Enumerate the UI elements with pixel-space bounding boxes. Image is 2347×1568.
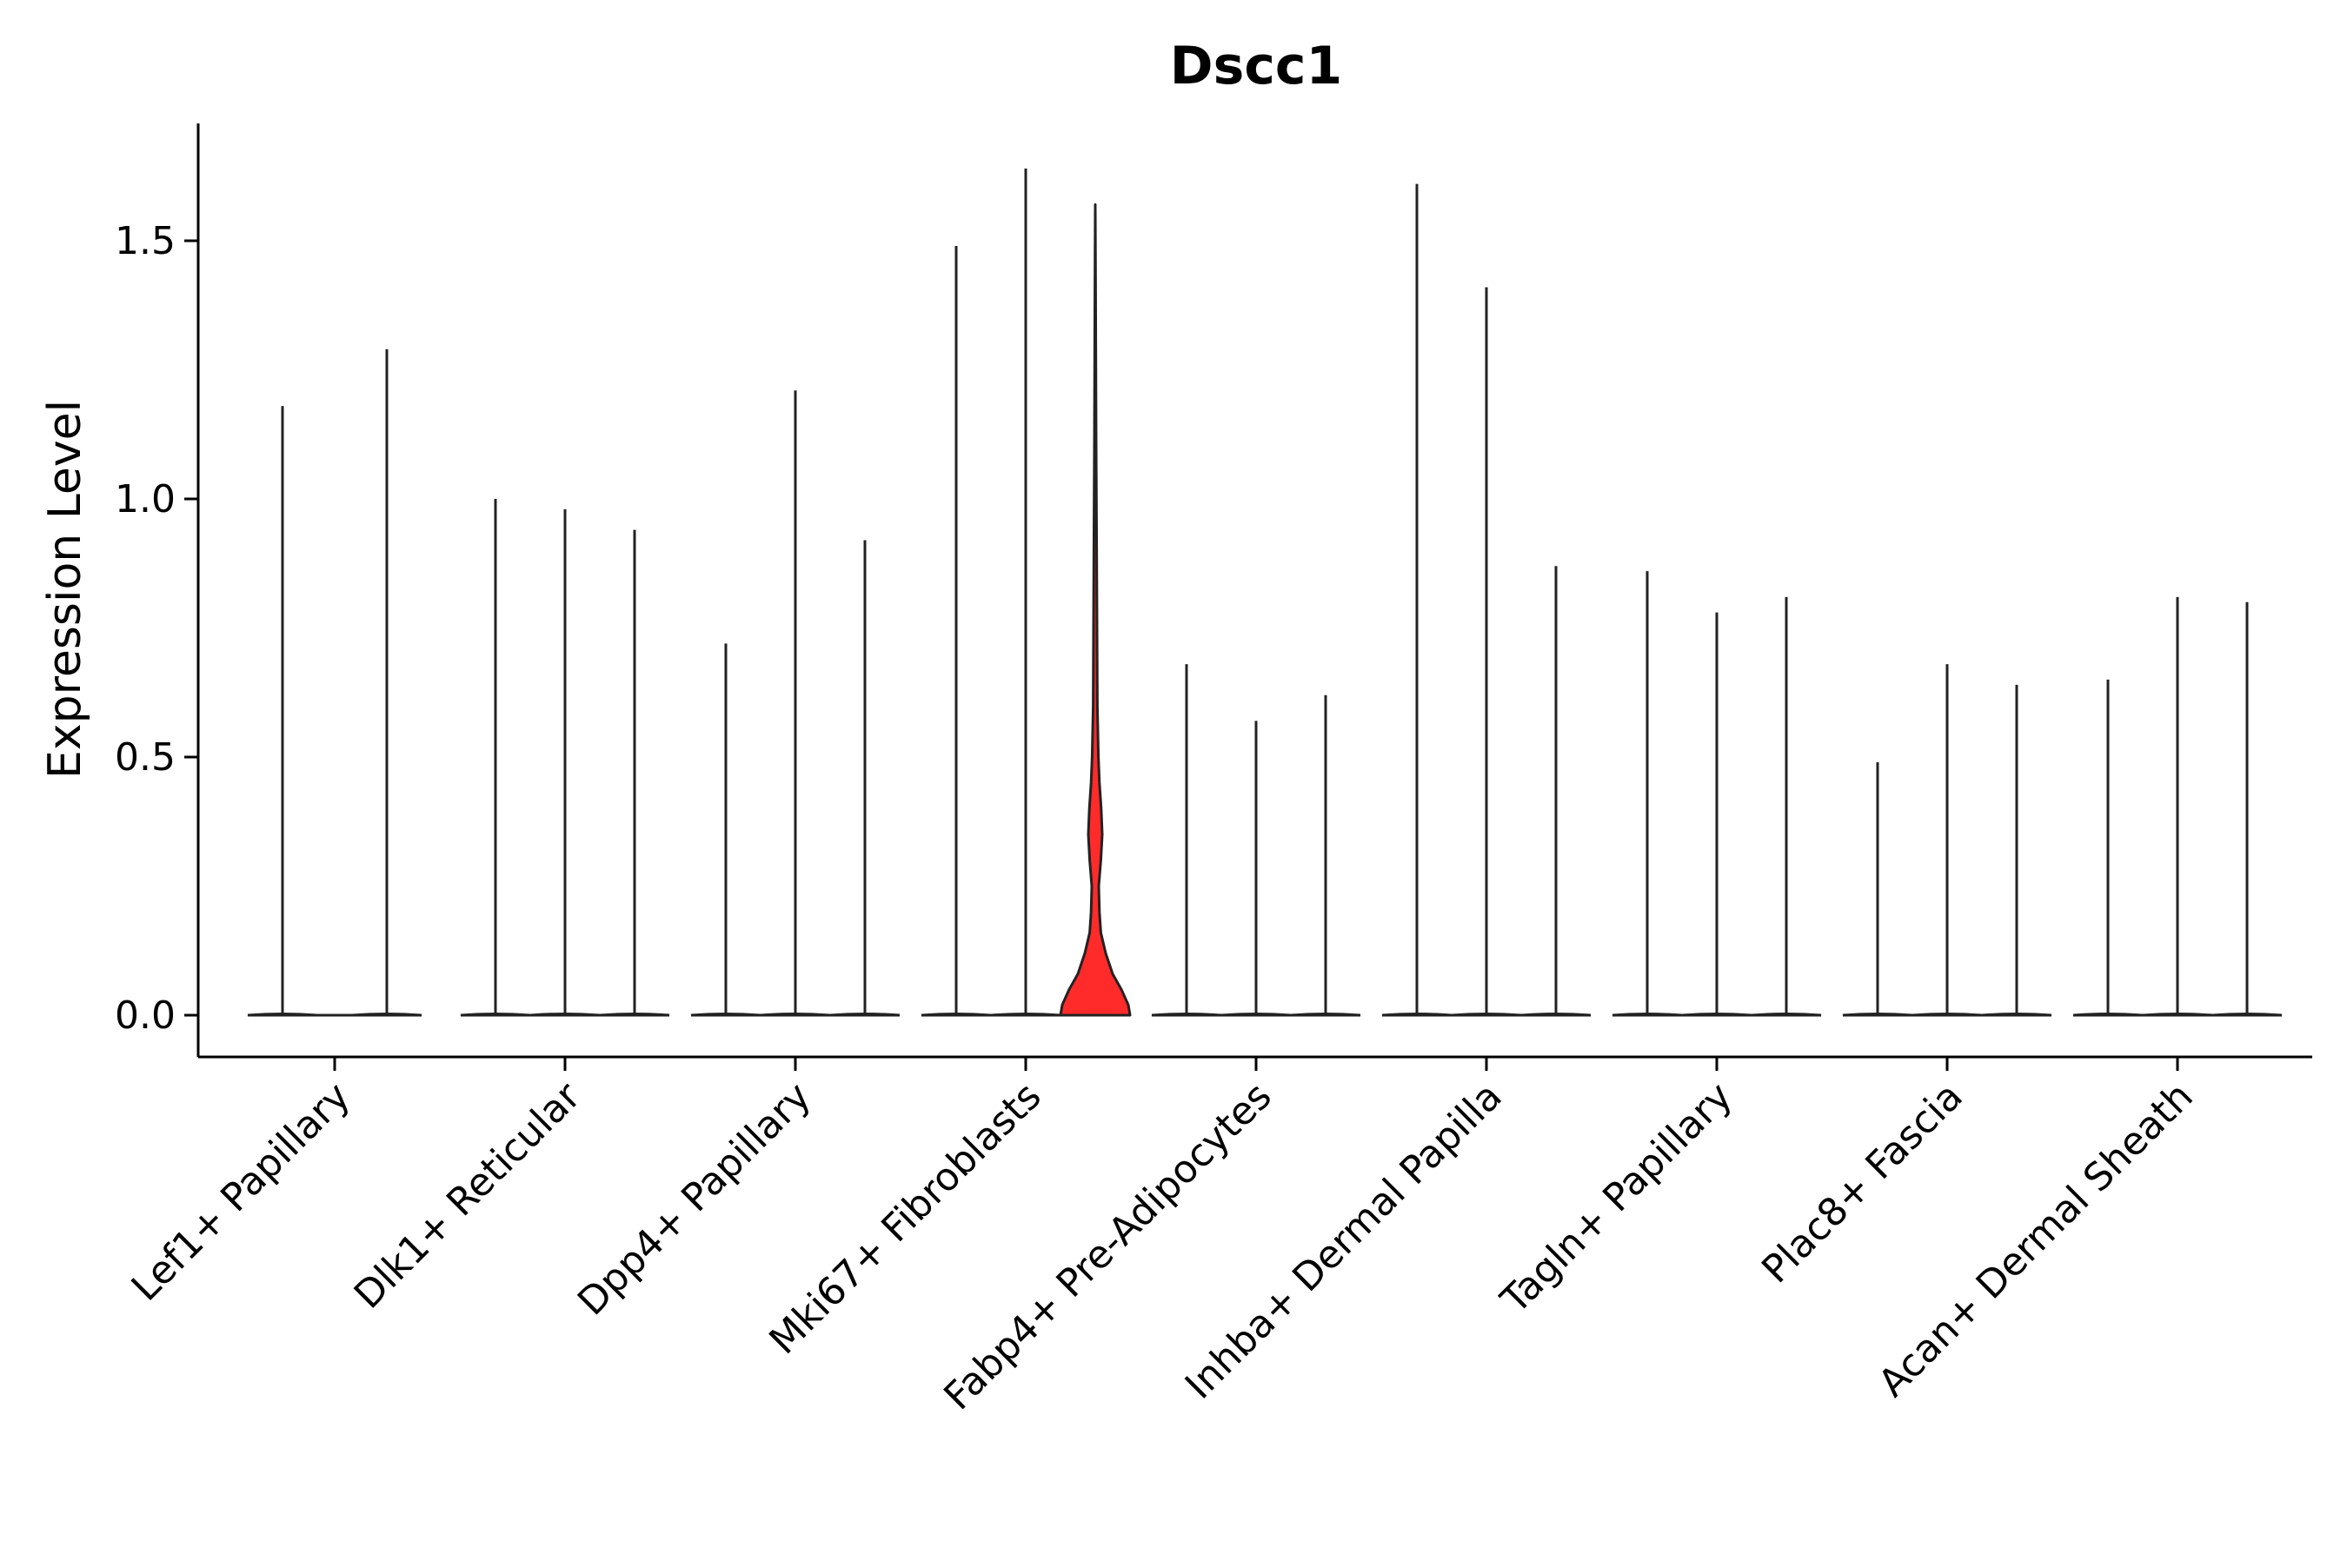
y-axis-label: Expression Level <box>39 400 91 779</box>
x-tick-label: Dlk1+ Reticular <box>346 1073 590 1318</box>
violin-mark-highlight <box>1059 203 1132 1017</box>
y-tick-label: 1.0 <box>115 477 176 522</box>
x-tick-label: Tagln+ Papillary <box>1493 1074 1741 1323</box>
y-tick-label: 1.5 <box>115 219 176 263</box>
x-tick-label: Dpp4+ Papillary <box>569 1074 820 1325</box>
y-tick-label: 0.5 <box>115 735 176 780</box>
chart-title: Dscc1 <box>1170 36 1342 96</box>
y-tick-label: 0.0 <box>115 993 176 1038</box>
x-tick-label: Plac8+ Fascia <box>1753 1074 1971 1292</box>
x-tick-label: Lef1+ Papillary <box>123 1074 359 1310</box>
